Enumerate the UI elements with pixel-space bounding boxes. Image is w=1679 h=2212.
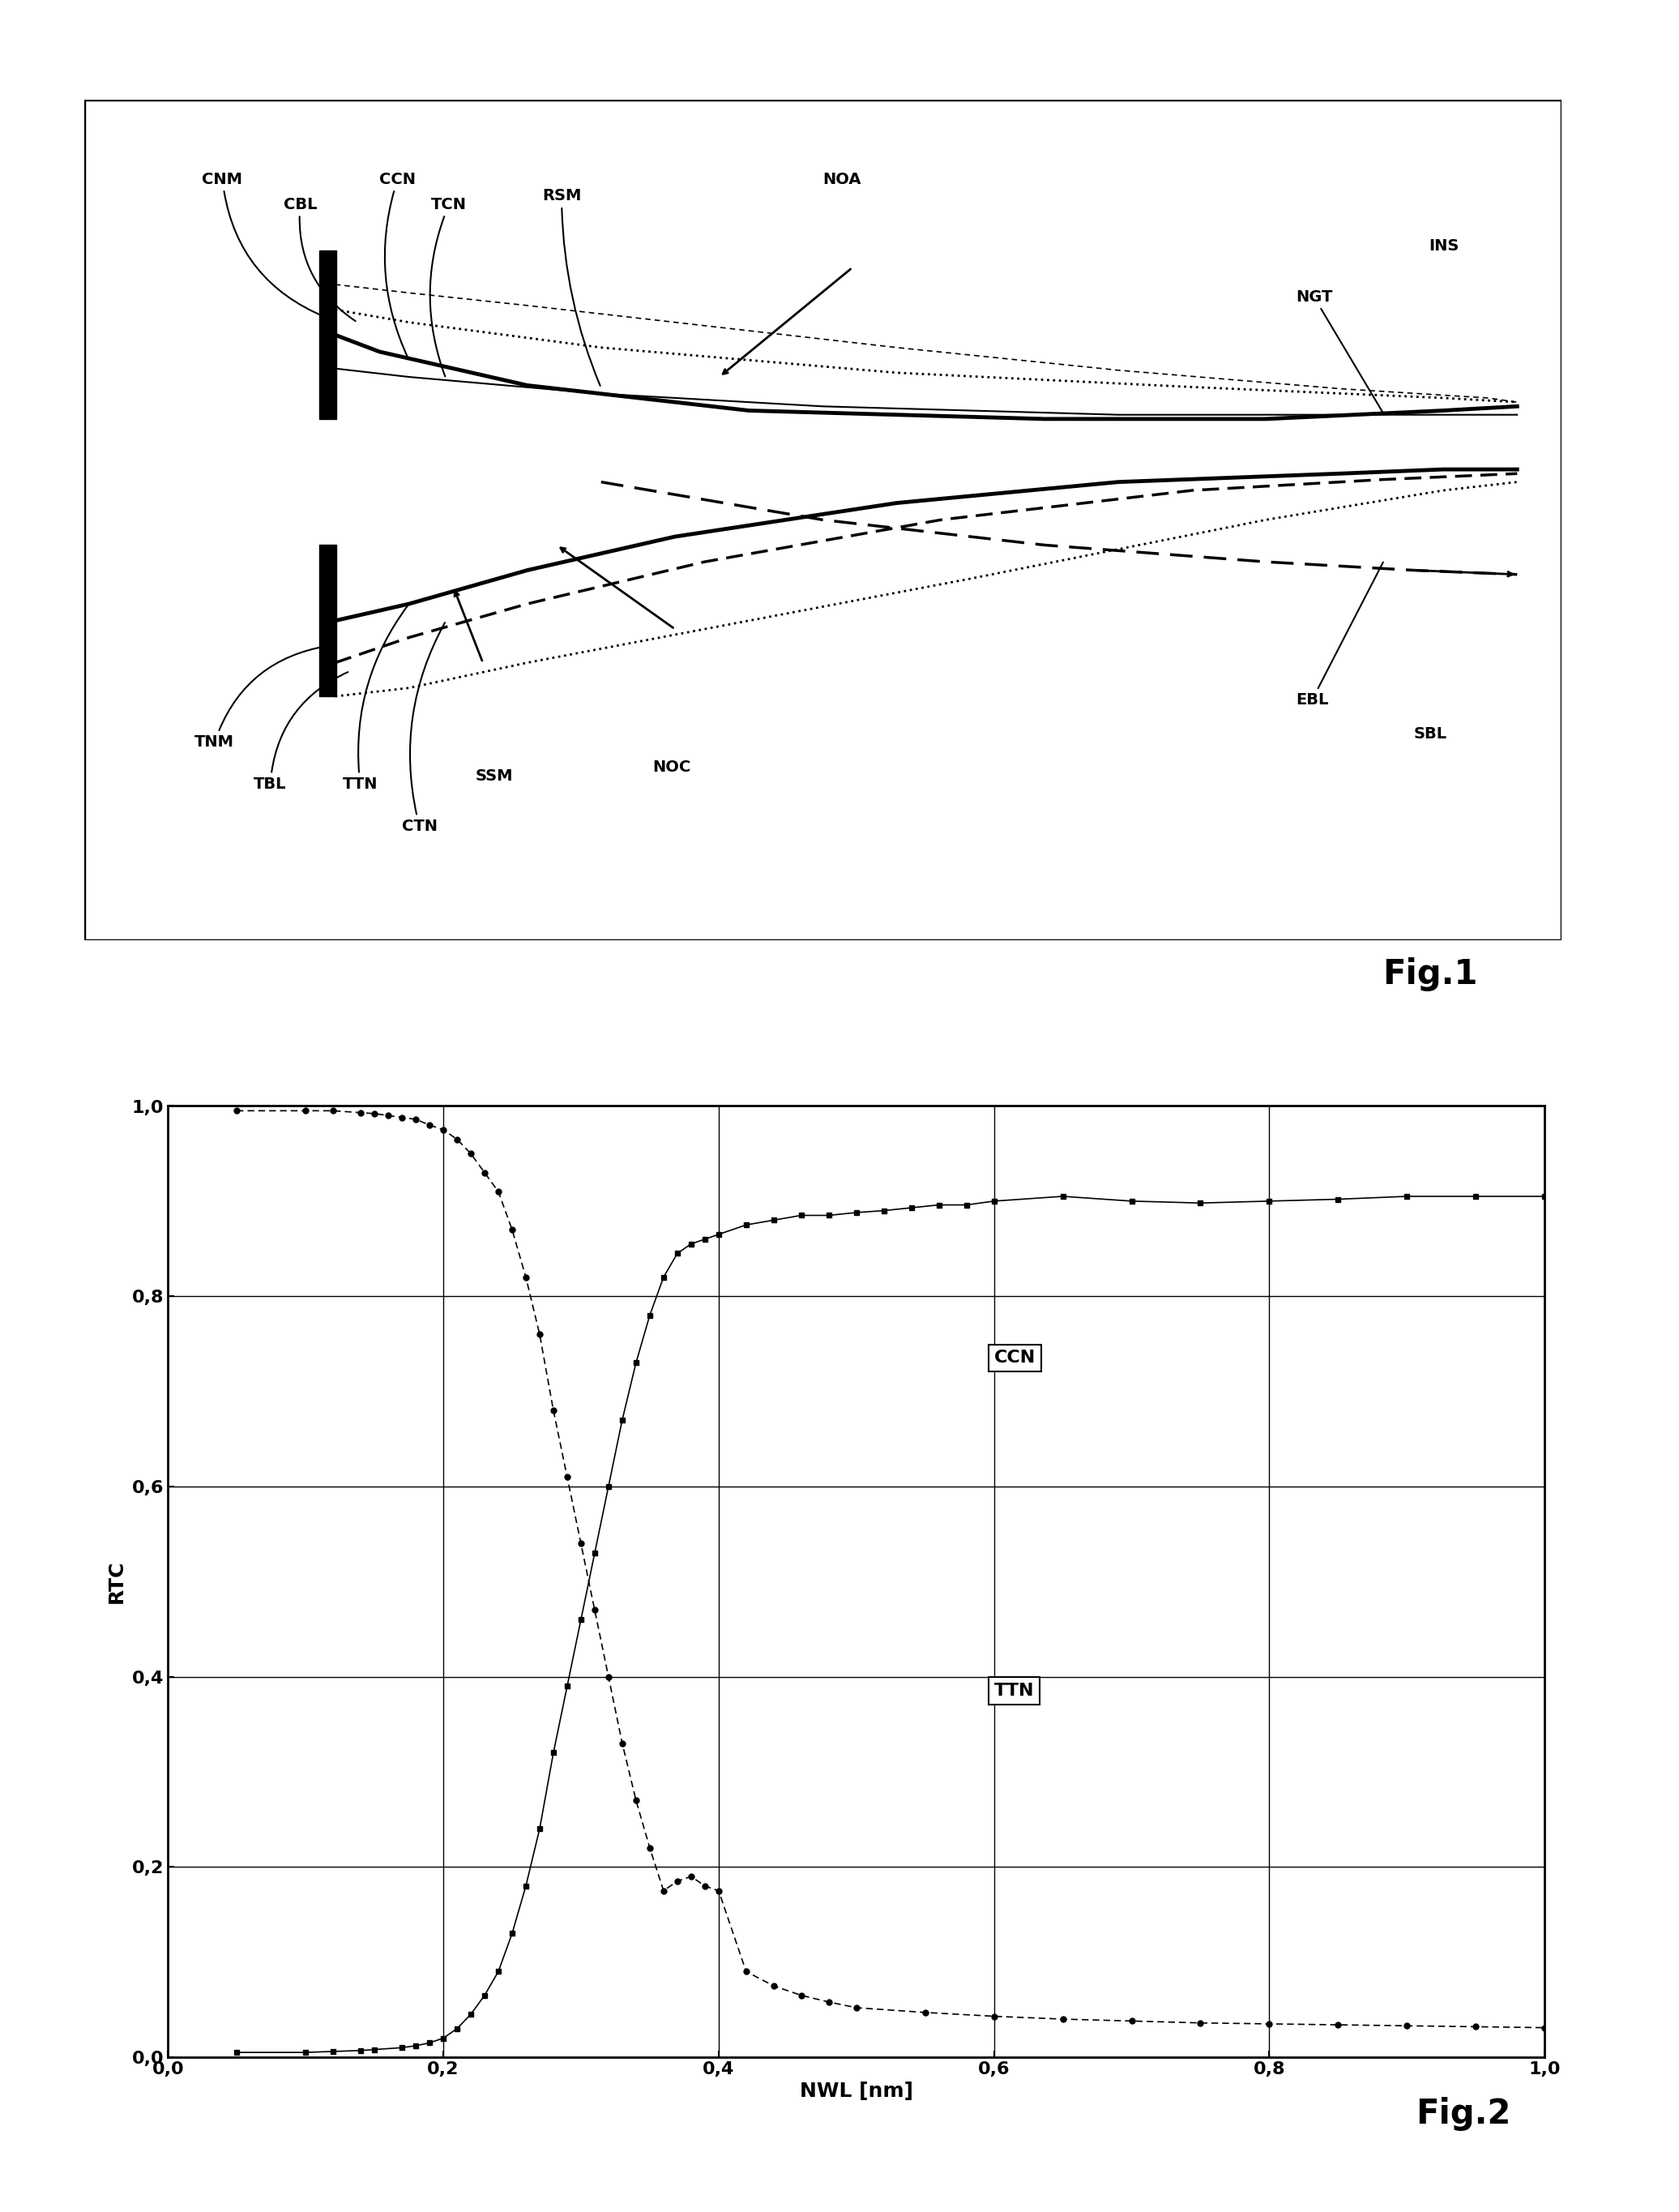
Text: EBL: EBL bbox=[1296, 562, 1383, 708]
Text: NOC: NOC bbox=[653, 761, 692, 774]
Bar bbox=[319, 544, 336, 697]
X-axis label: NWL [nm]: NWL [nm] bbox=[799, 2081, 913, 2101]
Text: NGT: NGT bbox=[1296, 290, 1383, 414]
Text: NOA: NOA bbox=[823, 173, 861, 186]
Text: TTN: TTN bbox=[994, 1683, 1034, 1699]
Text: CTN: CTN bbox=[401, 622, 445, 834]
Text: CBL: CBL bbox=[284, 197, 356, 321]
Text: TBL: TBL bbox=[254, 672, 348, 792]
Text: TNM: TNM bbox=[195, 646, 326, 750]
Text: Fig.2: Fig.2 bbox=[1415, 2097, 1511, 2130]
Text: RSM: RSM bbox=[542, 188, 599, 385]
Text: SSM: SSM bbox=[475, 768, 514, 783]
Bar bbox=[319, 250, 336, 418]
Text: TTN: TTN bbox=[343, 606, 408, 792]
Text: TCN: TCN bbox=[430, 197, 467, 376]
Text: Fig.1: Fig.1 bbox=[1382, 958, 1478, 991]
Y-axis label: RTC: RTC bbox=[107, 1559, 126, 1604]
Text: SBL: SBL bbox=[1414, 726, 1447, 741]
Text: CCN: CCN bbox=[994, 1349, 1036, 1367]
Text: CCN: CCN bbox=[379, 173, 416, 358]
Text: INS: INS bbox=[1429, 239, 1459, 254]
Text: CNM: CNM bbox=[201, 173, 326, 316]
